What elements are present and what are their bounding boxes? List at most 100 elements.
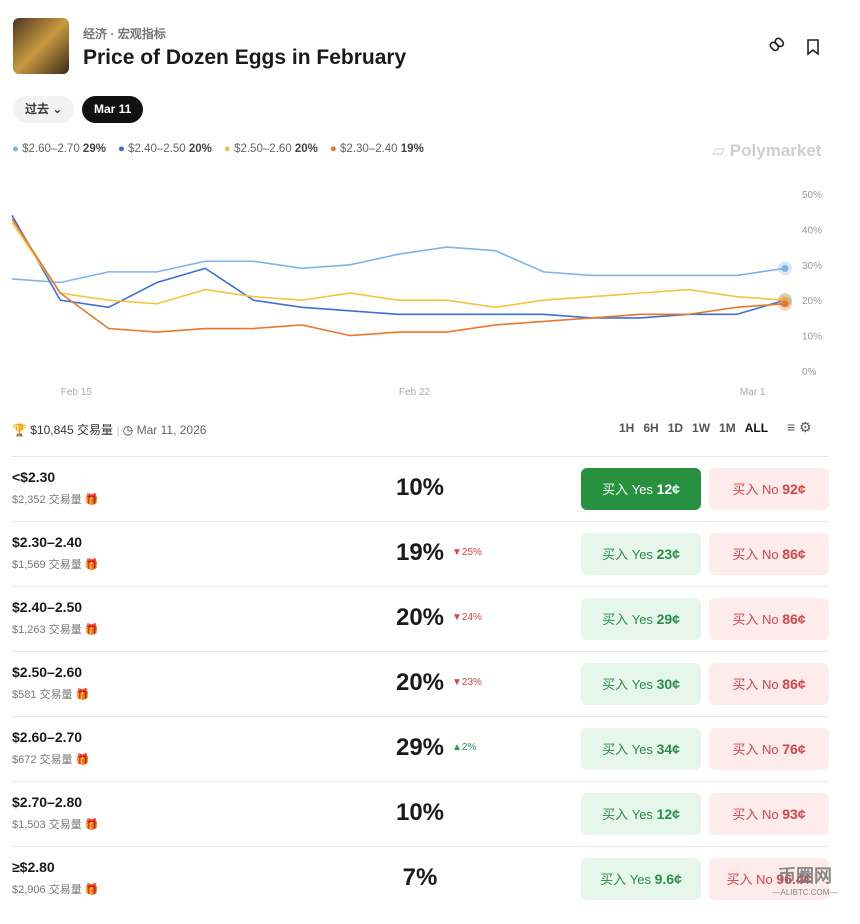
range-button[interactable]: 1D xyxy=(667,421,684,435)
buy-yes[interactable]: 买入 Yes 34¢ xyxy=(581,728,701,770)
change-value: 23% xyxy=(461,677,482,688)
range-button[interactable]: 1H xyxy=(619,421,635,435)
yes-price: 29¢ xyxy=(656,611,680,627)
range-button[interactable]: 6H xyxy=(643,421,659,435)
chart-settings[interactable]: ≡ ⚙ xyxy=(787,419,812,435)
outcome-row: $2.40–2.50 $1,263 交易量 🎁 20% ▼24% 买入 Yes 29¢ 买… xyxy=(12,586,829,651)
outcome-name: ≥$2.80 xyxy=(12,859,55,875)
range-button[interactable]: 1W xyxy=(692,421,711,435)
series-line xyxy=(11,218,786,337)
change-value: 24% xyxy=(461,612,482,623)
legend-label: $2.50–2.60 xyxy=(234,143,292,155)
buy-yes[interactable]: 买入 Yes 9.6¢ xyxy=(581,858,701,900)
buy-no[interactable]: 买入 No 92¢ xyxy=(709,468,829,510)
buy-yes[interactable]: 买入 Yes 23¢ xyxy=(581,533,701,575)
change-value: 25% xyxy=(461,547,482,558)
bookmark-icon[interactable] xyxy=(807,39,819,56)
buy-yes[interactable]: 买入 Yes 12¢ xyxy=(581,468,701,510)
outcome-volume: $2,352 交易量 🎁 xyxy=(12,494,99,506)
series-line xyxy=(11,221,786,309)
legend-label: $2.40–2.50 xyxy=(128,143,186,155)
buy-yes[interactable]: 买入 Yes 12¢ xyxy=(581,793,701,835)
stats: 🏆 $10,845 交易量 | ◷ Mar 11, 2026 xyxy=(12,423,207,437)
legend-dot: ● xyxy=(117,143,129,155)
outcome-chance: 19% xyxy=(395,539,445,566)
outcome-chance: 20% xyxy=(395,604,445,631)
legend-value: 20% xyxy=(188,143,212,155)
link-icon[interactable] xyxy=(769,37,785,52)
buy-label: 买入 xyxy=(726,872,753,887)
end-dot xyxy=(781,264,789,272)
subcategory[interactable]: 宏观指标 xyxy=(117,27,166,41)
series-line xyxy=(11,214,786,319)
legend-value: 29% xyxy=(82,143,106,155)
buy-label: 买入 xyxy=(732,547,759,562)
outcome-name: $2.40–2.50 xyxy=(12,599,83,615)
outcome-volume: $1,569 交易量 🎁 xyxy=(12,559,99,571)
buy-no[interactable]: 买入 No 76¢ xyxy=(709,728,829,770)
buy-yes[interactable]: 买入 Yes 30¢ xyxy=(581,663,701,705)
outcome-volume: $1,503 交易量 🎁 xyxy=(12,819,99,831)
yes-label: Yes xyxy=(631,807,653,822)
volume-text: $581 交易量 xyxy=(12,689,73,701)
category[interactable]: 经济 xyxy=(83,27,108,41)
buy-no[interactable]: 买入 No 86¢ xyxy=(709,533,829,575)
y-tick-label: 50% xyxy=(802,190,822,201)
legend-value: 19% xyxy=(400,143,424,155)
outcome-chance: 10% xyxy=(395,474,445,501)
title: Price of Dozen Eggs in February xyxy=(83,46,407,69)
yes-label: Yes xyxy=(631,482,653,497)
yes-price: 34¢ xyxy=(656,741,680,757)
no-label: No xyxy=(762,807,779,822)
yes-label: Yes xyxy=(631,547,653,562)
no-label: No xyxy=(762,612,779,627)
chart: 0% 10% 20% 30% 40% 50% Feb 15 Feb 22 Mar 1 xyxy=(11,190,822,398)
no-label: No xyxy=(762,742,779,757)
range-selector: 1H 6H 1D 1W 1M ALL xyxy=(619,421,777,435)
yes-price: 23¢ xyxy=(656,546,680,562)
date-button[interactable]: Mar 11 xyxy=(82,96,144,123)
legend-item: ● $2.40–2.50 20% xyxy=(118,143,212,155)
outcome-row: $2.30–2.40 $1,569 交易量 🎁 19% ▼25% 买入 Yes 23¢ 买… xyxy=(12,521,829,586)
past-button[interactable]: 过去 ⌄ xyxy=(13,96,75,123)
no-price: 76¢ xyxy=(782,741,806,757)
outcome-name: $2.30–2.40 xyxy=(12,534,83,550)
y-tick-label: 0% xyxy=(802,367,817,378)
outcome-row: $2.50–2.60 $581 交易量 🎁 20% ▼23% 买入 Yes 30¢ 买入 … xyxy=(12,651,829,716)
outcome-change: ▼24% xyxy=(452,612,482,623)
buy-no[interactable]: 买入 No 86¢ xyxy=(709,663,829,705)
legend: ● $2.60–2.70 29% ● $2.40–2.50 20% ● $2.50–… xyxy=(12,143,436,155)
range-button[interactable]: 1M xyxy=(719,421,736,435)
end-dot xyxy=(781,300,789,308)
buy-label: 买入 xyxy=(602,742,629,757)
volume-text: $1,503 交易量 xyxy=(12,819,82,831)
range-button[interactable]: ALL xyxy=(744,421,769,435)
buy-label: 买入 xyxy=(602,482,629,497)
outcome-volume: $581 交易量 🎁 xyxy=(12,689,90,701)
header-actions xyxy=(769,37,819,56)
buy-label: 买入 xyxy=(732,677,759,692)
legend-dot: ● xyxy=(223,143,235,155)
buy-no[interactable]: 买入 No 86¢ xyxy=(709,598,829,640)
y-tick-label: 30% xyxy=(802,261,822,272)
watermark-url: —ALIBTC.COM— xyxy=(772,888,838,897)
legend-dot: ● xyxy=(12,143,23,155)
watermark: 币圈网 —ALIBTC.COM— xyxy=(760,862,850,897)
buy-no[interactable]: 买入 No 93¢ xyxy=(709,793,829,835)
buy-yes[interactable]: 买入 Yes 29¢ xyxy=(581,598,701,640)
no-label: No xyxy=(762,547,779,562)
legend-item: ● $2.60–2.70 29% xyxy=(12,143,106,155)
outcome-row: $2.60–2.70 $672 交易量 🎁 29% ▲2% 买入 Yes 34¢ 买入 N… xyxy=(12,716,829,781)
y-tick-label: 10% xyxy=(802,332,822,343)
outcome-row: ≥$2.80 $2,906 交易量 🎁 7% 买入 Yes 9.6¢ 买入 No 96.… xyxy=(12,846,829,911)
outcome-name: $2.50–2.60 xyxy=(12,664,83,680)
outcome-chance: 29% xyxy=(395,734,445,761)
outcome-volume: $672 交易量 🎁 xyxy=(12,754,90,766)
buy-label: 买入 xyxy=(602,807,629,822)
buy-no[interactable]: 买入 No 96.4¢ xyxy=(709,858,829,900)
buy-label: 买入 xyxy=(732,482,759,497)
no-label: No xyxy=(762,677,779,692)
buy-label: 买入 xyxy=(732,742,759,757)
outcome-name: $2.70–2.80 xyxy=(12,794,83,810)
